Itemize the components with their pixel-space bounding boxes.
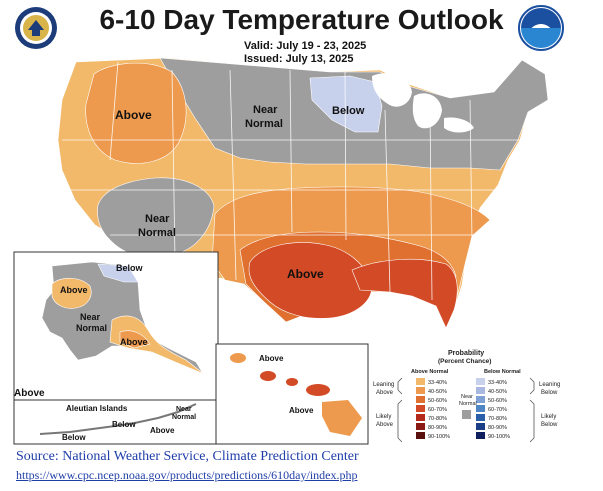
legend-above-swatch (416, 432, 425, 439)
conus-label-normal-sw: Normal (138, 227, 176, 239)
legend-below-swatch (476, 378, 485, 385)
conus-label-above-south: Above (287, 267, 324, 281)
legend-bracket-leaning-above (397, 377, 403, 395)
legend-below-range-label: 80-90% (488, 425, 507, 431)
commerce-seal-icon (15, 7, 57, 49)
legend-subtitle: (Percent Chance) (438, 358, 491, 365)
legend-leaning-below: Leaning (539, 382, 560, 388)
legend-above-range-label: 33-40% (428, 380, 447, 386)
source-credit: Source: National Weather Service, Climat… (16, 449, 359, 464)
alaska-above-normal-west-region (51, 277, 92, 309)
legend-leaning-below-2: Below (541, 390, 558, 396)
alaska-label-above-edge: Above (14, 388, 45, 399)
legend-above-swatch (416, 423, 425, 430)
legend-below-swatch (476, 405, 485, 412)
legend-below-swatch (476, 432, 485, 439)
legend-below-range-label: 40-50% (488, 389, 507, 395)
legend-below-range-label: 90-100% (488, 434, 510, 440)
alaska-label-above-south: Above (120, 337, 148, 347)
aleutian-label-below-2: Below (62, 433, 86, 442)
legend-leaning-above-2: Above (376, 390, 394, 396)
legend-below-swatch (476, 414, 485, 421)
legend-above-range-label: 80-90% (428, 425, 447, 431)
legend-leaning-above: Leaning (373, 382, 394, 388)
aleutian-label-above: Above (150, 426, 175, 435)
legend-above-range-label: 60-70% (428, 407, 447, 413)
aleutian-islands-shape (39, 403, 197, 435)
legend-below-range-label: 60-70% (488, 407, 507, 413)
legend-above-header: Above Normal (411, 369, 449, 375)
aleutian-title: Aleutian Islands (66, 404, 128, 413)
aleutian-label-near: Near (176, 406, 192, 413)
legend-above-swatches: 33-40% 40-50% 50-60% 60-70% 70-80% 80-90% 90-1… (416, 378, 450, 440)
legend-above-swatch (416, 405, 425, 412)
outlook-dates: Valid: July 19 - 23, 2025 Issued: July 1… (244, 40, 366, 66)
legend-title: Probability (448, 350, 484, 357)
legend-likely-above-2: Above (376, 422, 394, 428)
legend-below-range-label: 33-40% (488, 380, 507, 386)
legend-bracket-likely-above (397, 399, 403, 443)
legend-above-range-label: 50-60% (428, 398, 447, 404)
issued-date: July 13, 2025 (285, 53, 354, 65)
legend-above-range-label: 70-80% (428, 416, 447, 422)
legend-above-swatch (416, 414, 425, 421)
legend-above-swatch (416, 396, 425, 403)
legend-likely-below-2: Below (541, 422, 558, 428)
below-normal-upper-midwest-region (309, 75, 383, 133)
legend-above-swatch (416, 378, 425, 385)
hawaii-islands (230, 353, 362, 436)
legend-above-swatch (416, 387, 425, 394)
state-boundaries (62, 61, 520, 301)
conus-label-below: Below (332, 105, 365, 117)
legend-near-label: Near (461, 394, 473, 400)
page-title: 6-10 Day Temperature Outlook (99, 4, 504, 35)
issued-label: Issued: (244, 53, 283, 65)
near-normal-southwest-region (97, 177, 215, 258)
legend-below-swatch (476, 423, 485, 430)
legend-above-range-label: 90-100% (428, 434, 450, 440)
legend-below-range-label: 70-80% (488, 416, 507, 422)
legend-near-normal-swatch (462, 410, 471, 419)
legend-below-swatches: 33-40% 40-50% 50-60% 60-70% 70-80% 80-90% 90-1… (476, 378, 510, 440)
alaska-label-near: Near (80, 312, 101, 322)
alaska-below-normal-region (97, 263, 139, 283)
aleutian-label-normal: Normal (172, 414, 196, 421)
noaa-logo-icon (518, 5, 564, 51)
legend-below-header: Below Normal (484, 369, 521, 375)
conus-label-near-north: Near (253, 104, 278, 116)
conus-label-normal-north: Normal (245, 118, 283, 130)
alaska-label-above-west: Above (60, 285, 88, 295)
great-lakes-water (372, 73, 474, 133)
above-normal-60-70-gulf-region (351, 258, 458, 329)
alaska-label-below: Below (116, 263, 144, 273)
probability-legend: Probability (Percent Chance) Above Norma… (373, 350, 560, 443)
legend-likely-below: Likely (541, 414, 556, 420)
hawaii-label-above-bottom: Above (289, 406, 314, 415)
legend-below-swatch (476, 396, 485, 403)
alaska-above-normal-south-region (109, 315, 205, 375)
aleutian-label-below-1: Below (112, 420, 136, 429)
source-link[interactable]: https://www.cpc.ncep.noaa.gov/products/p… (16, 468, 358, 482)
legend-above-range-label: 40-50% (428, 389, 447, 395)
conus-label-above-nw: Above (115, 108, 152, 122)
hawaii-label-above-top: Above (259, 354, 284, 363)
above-normal-60-70-texas-region (248, 242, 373, 319)
conus-label-near-sw: Near (145, 213, 170, 225)
legend-below-range-label: 50-60% (488, 398, 507, 404)
legend-below-swatch (476, 387, 485, 394)
valid-dates: July 19 - 23, 2025 (276, 40, 367, 52)
legend-likely-above: Likely (376, 414, 391, 420)
alaska-above-normal-south-core-region (119, 330, 151, 349)
legend-bracket-likely-below (529, 399, 535, 443)
legend-normal-label: Normal (459, 401, 477, 407)
legend-bracket-leaning-below (529, 377, 535, 395)
alaska-label-normal: Normal (76, 323, 107, 333)
valid-label: Valid: (244, 40, 274, 52)
